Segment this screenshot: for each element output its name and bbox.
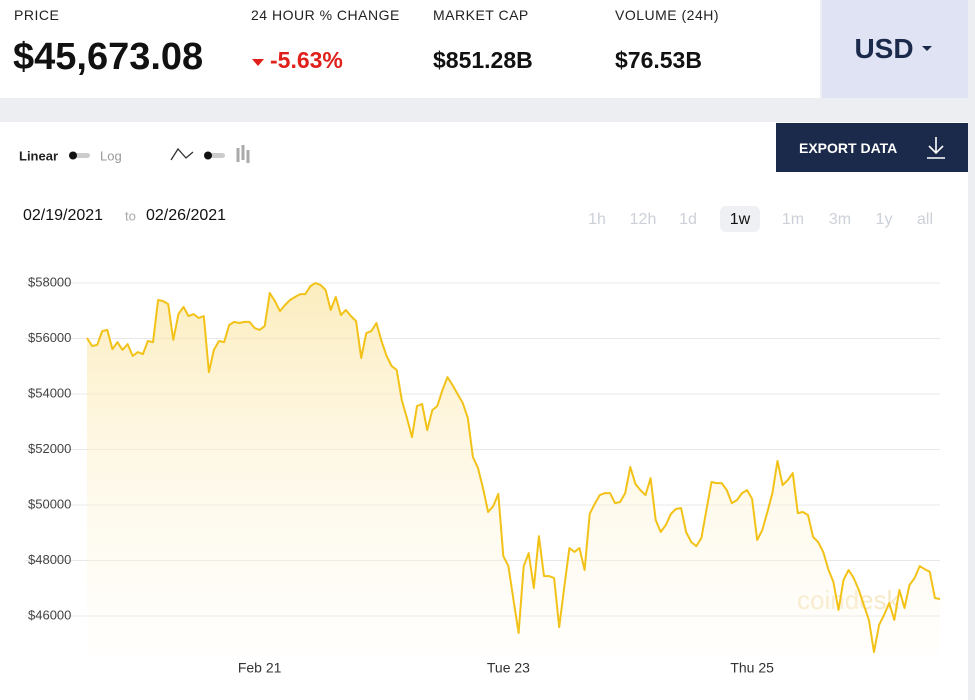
x-tick-label: Tue 23 bbox=[487, 660, 530, 676]
market-cap-label: MARKET CAP bbox=[433, 7, 529, 23]
range-button[interactable]: 12h bbox=[630, 211, 657, 228]
date-to[interactable]: 02/26/2021 bbox=[146, 207, 226, 224]
range-active-bg[interactable] bbox=[720, 206, 760, 232]
x-tick-label: Thu 25 bbox=[730, 660, 774, 676]
y-tick-label: $46000 bbox=[28, 607, 71, 622]
y-tick-label: $48000 bbox=[28, 552, 71, 567]
candle-icon[interactable] bbox=[236, 145, 250, 163]
price-label: PRICE bbox=[14, 7, 60, 23]
range-button[interactable]: 3m bbox=[829, 211, 851, 228]
change: -5.63% bbox=[270, 47, 343, 73]
download-icon bbox=[927, 137, 945, 159]
export-button[interactable]: EXPORT DATA bbox=[776, 123, 968, 172]
range-button[interactable]: 1m bbox=[782, 211, 804, 228]
range-button[interactable]: 1h bbox=[588, 211, 606, 228]
log-option[interactable]: Log bbox=[100, 148, 122, 163]
volume: $76.53B bbox=[615, 47, 702, 73]
date-from[interactable]: 02/19/2021 bbox=[23, 207, 103, 224]
y-tick-label: $50000 bbox=[28, 496, 71, 511]
x-tick-label: Feb 21 bbox=[238, 660, 282, 676]
toggle-knob bbox=[204, 151, 212, 160]
stats-bar: PRICE $45,673.08 24 HOUR % CHANGE -5.63%… bbox=[0, 0, 820, 98]
y-tick-label: $52000 bbox=[28, 441, 71, 456]
y-tick-label: $58000 bbox=[28, 274, 71, 289]
price-line bbox=[86, 282, 941, 654]
range-button[interactable]: all bbox=[917, 211, 933, 228]
caret bbox=[921, 46, 932, 51]
date-sep: to bbox=[125, 208, 136, 223]
range-button[interactable]: 1d bbox=[679, 211, 697, 228]
market-cap: $851.28B bbox=[433, 47, 533, 73]
down-arrow bbox=[252, 59, 264, 66]
volume-label: VOLUME (24H) bbox=[615, 7, 720, 23]
range-button[interactable]: 1w bbox=[730, 211, 751, 228]
currency-select[interactable]: USD bbox=[822, 0, 968, 98]
y-tick-label: $54000 bbox=[28, 385, 71, 400]
price: $45,673.08 bbox=[13, 36, 204, 78]
toggle-knob bbox=[69, 151, 77, 160]
linear-option[interactable]: Linear bbox=[19, 148, 58, 163]
line-icon[interactable] bbox=[170, 147, 194, 161]
currency[interactable]: USD bbox=[854, 33, 914, 64]
range-button[interactable]: 1y bbox=[876, 211, 893, 228]
change-label: 24 HOUR % CHANGE bbox=[251, 7, 400, 23]
y-tick-label: $56000 bbox=[28, 330, 71, 345]
export-label[interactable]: EXPORT DATA bbox=[799, 140, 898, 156]
area-fill bbox=[87, 283, 940, 655]
